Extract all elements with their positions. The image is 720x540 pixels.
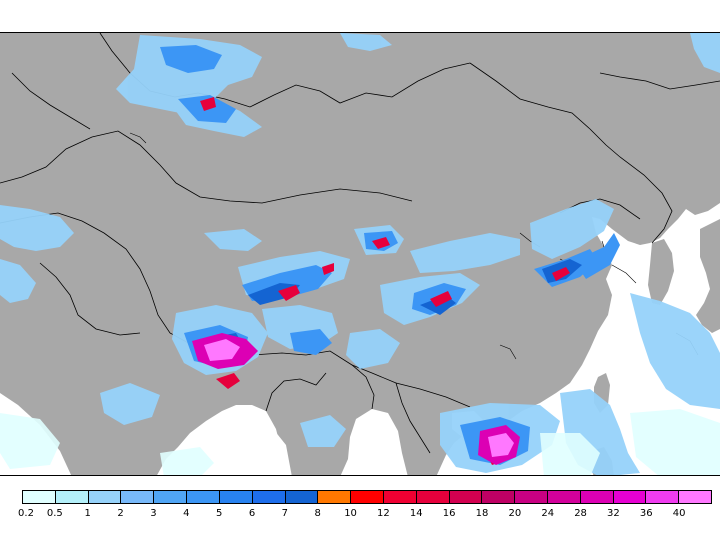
legend-swatch [482, 491, 516, 503]
legend-label: 24 [541, 508, 555, 519]
legend-swatch [449, 491, 483, 503]
legend-swatch [318, 491, 352, 503]
legend-label: 2 [117, 508, 124, 519]
legend-swatch [121, 491, 155, 503]
landmass-japan [696, 219, 720, 333]
legend-label: 4 [183, 508, 190, 519]
legend-label: 1 [84, 508, 91, 519]
legend-label: 3 [150, 508, 157, 519]
legend-swatch [285, 491, 319, 503]
legend-label: 5 [215, 508, 223, 519]
rain-trace [0, 409, 720, 475]
legend-swatch [679, 491, 712, 503]
legend-labels: 0.2 0.5 1 2 3 4 5 6 7 8 10 12 14 16 18 20 24 28 32 36 40 [0, 508, 720, 524]
legend-swatch [252, 491, 286, 503]
landmass-korea [648, 239, 674, 305]
legend-swatch [515, 491, 548, 503]
legend-swatch [88, 491, 122, 503]
legend-label: 6 [248, 508, 256, 519]
legend-label: 36 [639, 508, 653, 519]
precipitation-map [0, 32, 720, 476]
legend-swatch [548, 491, 581, 503]
legend-swatch [23, 491, 56, 503]
legend-swatch [646, 491, 680, 503]
legend-color-bar [22, 490, 712, 504]
legend-label: 0.2 [18, 508, 34, 519]
legend-label: 7 [281, 508, 289, 519]
legend-swatch [154, 491, 188, 503]
legend-label: 14 [409, 508, 423, 519]
legend-label: 40 [672, 508, 686, 519]
legend-label: 32 [607, 508, 620, 519]
legend-swatch [580, 491, 614, 503]
legend-swatch [383, 491, 417, 503]
legend-label: 16 [442, 508, 456, 519]
legend-swatch [219, 491, 253, 503]
rain-extreme [192, 333, 520, 465]
legend-label: 8 [314, 508, 321, 519]
legend-label: 20 [508, 508, 522, 519]
legend-label: 28 [574, 508, 587, 519]
legend-label: 18 [475, 508, 489, 519]
legend-swatch [55, 491, 89, 503]
legend-swatch [416, 491, 450, 503]
legend-label: 10 [344, 508, 357, 519]
legend-swatch [187, 491, 220, 503]
map-canvas [0, 33, 720, 475]
legend-label: 12 [377, 508, 390, 519]
legend-swatch [351, 491, 384, 503]
legend-swatch [613, 491, 647, 503]
landmass-asia [0, 33, 720, 475]
legend-label: 0.5 [46, 508, 63, 519]
